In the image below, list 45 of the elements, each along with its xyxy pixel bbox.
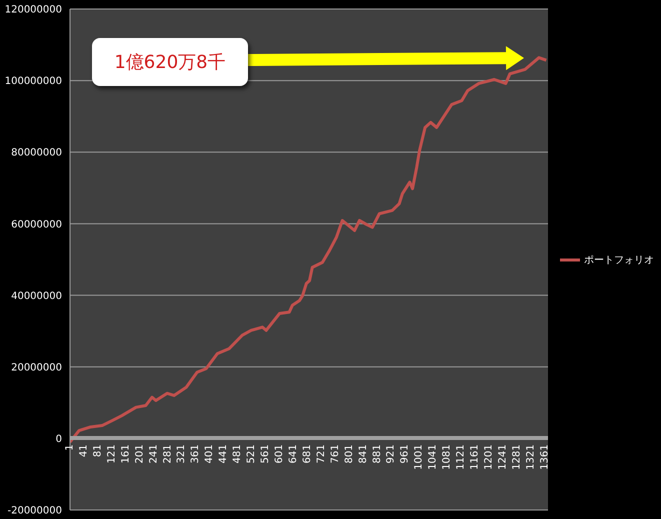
x-tick-label: 721 — [316, 444, 327, 464]
x-tick-label: 1081 — [442, 444, 453, 470]
x-tick-label: 1161 — [470, 444, 481, 470]
x-tick-label: 481 — [232, 444, 244, 464]
x-tick-label: 241 — [148, 444, 160, 464]
x-tick-label: 161 — [120, 444, 132, 464]
annotation: 1億620万8千 — [114, 51, 226, 74]
x-tick-label: 561 — [260, 444, 272, 464]
x-tick-label: 961 — [400, 444, 411, 464]
x-tick-label: 281 — [162, 444, 174, 464]
x-tick-label: 361 — [190, 444, 202, 464]
x-tick-label: 1281 — [511, 444, 522, 470]
y-tick-label: 60000000 — [11, 219, 62, 230]
x-tick-label: 841 — [358, 444, 369, 464]
x-tick-label: 81 — [92, 444, 104, 458]
y-tick-label: 20000000 — [11, 362, 62, 374]
x-tick-label: 1361 — [539, 444, 550, 470]
x-tick-label: 1241 — [497, 444, 508, 470]
x-tick-label: 401 — [204, 444, 216, 464]
x-tick-label: 41 — [78, 444, 90, 458]
x-tick-label: 601 — [274, 444, 285, 464]
x-tick-label: 1041 — [428, 444, 439, 470]
x-tick-label: 1121 — [456, 444, 467, 470]
x-tick-label: 441 — [218, 444, 230, 464]
x-tick-label: 641 — [288, 444, 299, 464]
x-tick-label: 321 — [176, 444, 188, 464]
x-tick-label: 881 — [372, 444, 383, 464]
x-tick-label: 121 — [106, 444, 118, 464]
legend-label: ポートフォリオ — [584, 254, 654, 266]
x-tick-label: 521 — [246, 444, 258, 464]
x-tick-label: 1321 — [525, 444, 536, 470]
x-tick-label: 681 — [302, 444, 313, 464]
x-tick-label: 201 — [134, 444, 146, 464]
x-tick-label: 801 — [344, 444, 355, 464]
y-tick-label: 100000000 — [4, 76, 62, 88]
x-tick-label: 1001 — [414, 444, 425, 470]
y-tick-label: 40000000 — [11, 290, 62, 302]
x-tick-label: 761 — [330, 444, 341, 464]
x-tick-label: 1 — [64, 444, 76, 451]
y-tick-label: 0 — [56, 434, 62, 445]
y-tick-label: 120000000 — [4, 4, 62, 16]
y-tick-label: 80000000 — [11, 148, 62, 159]
x-tick-label: 921 — [386, 444, 397, 464]
x-tick-label: 1201 — [483, 444, 494, 470]
y-tick-label: -20000000 — [7, 506, 62, 517]
